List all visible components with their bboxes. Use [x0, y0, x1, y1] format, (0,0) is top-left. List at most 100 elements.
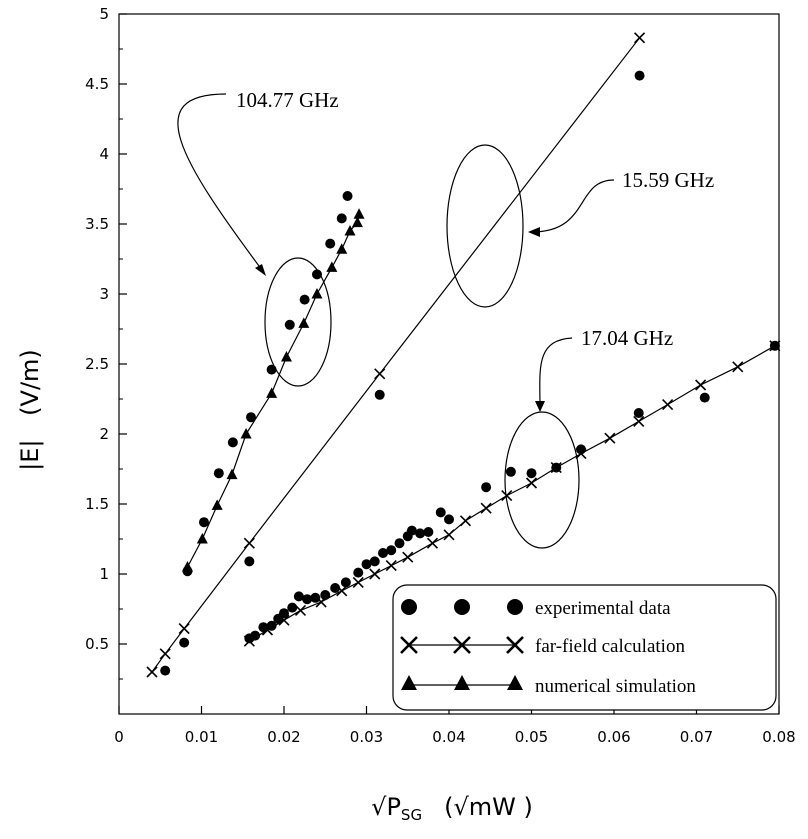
data-point-triangle [326, 261, 338, 272]
arrow-15-ghz [531, 179, 615, 233]
x-tick-label: 0.07 [680, 728, 713, 746]
data-point-cross [769, 340, 781, 352]
arrow-17-ghz [539, 337, 573, 409]
data-point-cross [278, 614, 290, 626]
data-point-circle [353, 567, 364, 578]
y-axis-title-unit: (V/m) [16, 349, 44, 416]
data-point-circle [179, 637, 190, 648]
arrowhead-104-ghz [255, 264, 266, 276]
data-point-circle [213, 468, 224, 479]
y-tick-label: 3.5 [85, 215, 109, 233]
data-point-cross [459, 515, 472, 527]
legend-label-far-field: far-field calculation [535, 636, 685, 657]
data-point-triangle [226, 468, 238, 480]
data-point-circle [227, 437, 238, 448]
legend: experimental data far-field calculation … [392, 584, 777, 711]
legend-box [392, 584, 777, 711]
data-point-cross [732, 361, 744, 373]
data-point-cross [480, 502, 492, 514]
data-point-cross [426, 537, 439, 549]
data-point-circle [394, 538, 405, 549]
legend-circle-marker [507, 599, 523, 615]
series-triangle-1 [181, 208, 365, 572]
data-point-cross [146, 666, 158, 678]
data-point-cross [159, 648, 171, 660]
data-point-circle [435, 507, 446, 518]
data-point-circle [634, 70, 645, 81]
legend-entry-numerical: numerical simulation [401, 675, 696, 697]
data-point-circle [505, 466, 516, 477]
data-point-cross [261, 624, 274, 636]
data-point-circle [336, 213, 347, 224]
data-point-circle [361, 559, 372, 570]
data-point-circle [481, 482, 492, 493]
series-line [151, 37, 641, 673]
annotation-shapes [177, 93, 615, 549]
y-tick-label: 1 [99, 565, 109, 583]
data-point-circle [374, 389, 385, 400]
data-point-circle [279, 608, 289, 619]
data-point-cross [352, 576, 364, 588]
data-point-circle [284, 319, 295, 330]
y-tick-label: 1.5 [85, 495, 109, 513]
ellipse-104-ghz [264, 257, 332, 387]
data-point-circle [423, 527, 434, 537]
data-point-circle [293, 591, 304, 602]
data-point-circle [310, 592, 321, 603]
data-point-triangle [196, 533, 208, 544]
x-tick-label: 0.05 [515, 728, 548, 746]
data-point-circle [302, 594, 313, 605]
annotation-104-ghz: 104.77 GHz [236, 88, 339, 112]
x-axis-title: √PSG (√mW ) [371, 793, 533, 824]
data-point-triangle [240, 428, 252, 439]
data-point-cross [178, 623, 190, 635]
data-point-cross [695, 379, 707, 391]
data-point-triangle [311, 288, 323, 299]
x-tick-label: 0.01 [185, 728, 218, 746]
data-point-triangle [351, 216, 363, 228]
data-point-triangle [280, 351, 292, 362]
series-cross-3 [146, 32, 646, 678]
data-point-cross [634, 32, 646, 44]
arrowhead-17-ghz [535, 401, 545, 412]
data-point-circle [369, 556, 380, 567]
data-point-cross [243, 537, 255, 549]
svg-text:|E| (V/m): |E| (V/m) [16, 349, 44, 471]
data-point-circle [198, 517, 209, 528]
legend-triangle-marker [401, 675, 523, 690]
data-point-circle [299, 294, 310, 305]
x-tick-label: 0.03 [350, 728, 383, 746]
legend-cross-marker [400, 636, 524, 654]
x-tick-label: 0.04 [432, 728, 465, 746]
x-axis-title-sub: SG [401, 806, 422, 824]
x-tick-label: 0.06 [597, 728, 630, 746]
data-point-cross [369, 568, 381, 580]
series-cross-5 [243, 340, 781, 647]
arrowhead-15-ghz [528, 227, 540, 237]
series-line [248, 345, 776, 642]
y-axis-title: |E| (V/m) [16, 349, 44, 471]
arrow-104-ghz [177, 93, 263, 271]
legend-circle-marker [401, 599, 417, 615]
y-tick-label: 2 [99, 425, 109, 443]
data-point-circle [266, 364, 277, 375]
y-tick-label: 5 [99, 5, 109, 23]
data-point-circle [258, 622, 269, 633]
data-point-cross [501, 490, 513, 502]
data-point-cross [604, 432, 616, 444]
series-circle-4 [244, 340, 780, 644]
data-point-circle [330, 583, 341, 593]
legend-label-numerical: numerical simulation [535, 676, 696, 697]
data-point-cross [385, 560, 397, 572]
ellipse-17-ghz [504, 411, 580, 549]
data-point-triangle [211, 499, 223, 510]
y-tick-label: 0.5 [85, 635, 109, 653]
data-point-circle [160, 665, 171, 676]
legend-entry-far-field: far-field calculation [400, 636, 685, 657]
data-point-cross [315, 596, 327, 608]
arrowheads [255, 227, 545, 412]
data-point-triangle [344, 225, 356, 236]
data-point-cross [243, 635, 255, 647]
data-point-circle [340, 577, 351, 588]
